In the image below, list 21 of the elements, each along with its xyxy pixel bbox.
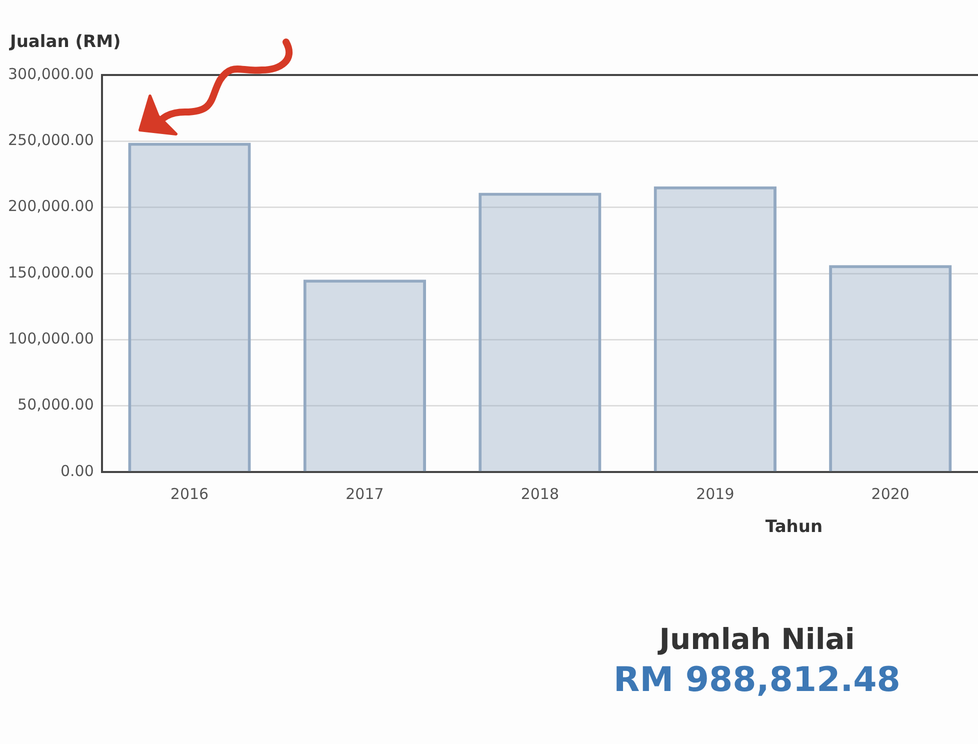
bar — [128, 142, 251, 472]
x-tick-label: 2019 — [696, 484, 734, 503]
y-tick-label: 0.00 — [60, 462, 94, 480]
text: RM 988,812.48 — [612, 660, 902, 700]
text: Jumlah Nilai — [656, 622, 856, 656]
y-tick-label: 300,000.00 — [8, 64, 94, 83]
x-tick-label: 2020 — [871, 484, 910, 503]
bar — [654, 186, 776, 472]
y-tick-label: 200,000.00 — [8, 197, 94, 216]
bar — [829, 265, 952, 472]
y-tick-label: 250,000.00 — [8, 131, 94, 150]
bar — [303, 280, 426, 472]
x-tick-label: 2018 — [520, 484, 560, 503]
x-tick-label: 2017 — [346, 484, 384, 503]
y-tick-label: 50,000.00 — [18, 396, 94, 414]
x-axis-title: Tahun — [765, 517, 823, 537]
y-tick-label: 100,000.00 — [8, 330, 94, 348]
y-axis-title: Jualan (RM) — [9, 32, 121, 52]
x-tick-label: 2016 — [170, 484, 209, 503]
bar — [478, 192, 602, 472]
y-tick-label: 150,000.00 — [8, 263, 94, 282]
